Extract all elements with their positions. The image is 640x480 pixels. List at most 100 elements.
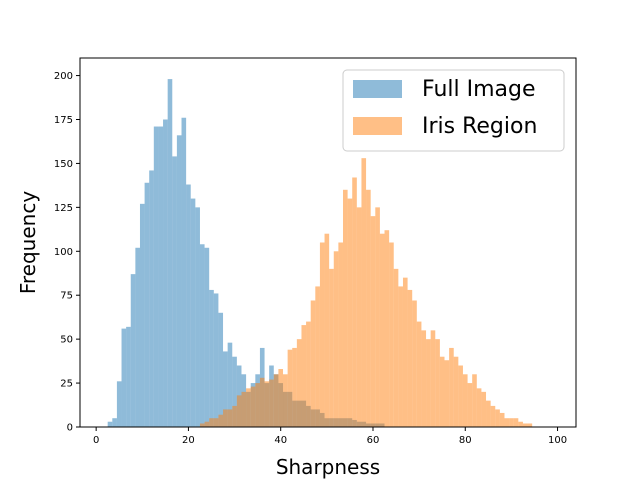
histogram-bar xyxy=(209,418,214,427)
histogram-bar xyxy=(209,289,214,427)
histogram-bar xyxy=(343,189,348,427)
series-iris-region xyxy=(199,158,533,427)
histogram-bar xyxy=(426,339,431,427)
histogram-bar xyxy=(213,293,219,427)
x-tick-label: 20 xyxy=(182,435,195,446)
x-tick-label: 40 xyxy=(274,435,287,446)
histogram-bar xyxy=(509,418,514,427)
histogram-bar xyxy=(232,405,237,427)
histogram-bar xyxy=(107,421,113,427)
histogram-bar xyxy=(472,374,477,427)
legend-swatch-full-image xyxy=(353,80,402,98)
histogram-bar xyxy=(421,330,427,427)
histogram-bar xyxy=(139,203,145,427)
histogram-bar xyxy=(199,244,205,427)
x-tick-label: 60 xyxy=(367,435,380,446)
histogram-bar xyxy=(199,423,205,427)
y-tick-label: 25 xyxy=(60,379,73,390)
y-tick-label: 75 xyxy=(60,291,73,302)
histogram-bar xyxy=(319,242,325,427)
histogram-bar xyxy=(144,182,150,427)
histogram-bar xyxy=(370,216,376,427)
histogram-bar xyxy=(458,365,463,427)
histogram-bar xyxy=(158,126,164,427)
histogram-bar xyxy=(223,351,228,427)
histogram-bar xyxy=(236,395,242,427)
histogram-bar xyxy=(467,383,473,427)
histogram-bar xyxy=(333,251,339,427)
histogram-bar xyxy=(112,418,117,427)
histogram-bar xyxy=(232,356,237,427)
histogram-bar xyxy=(476,388,482,427)
histogram-bar xyxy=(269,379,274,427)
y-axis-label: Frequency xyxy=(16,191,40,294)
histogram-bar xyxy=(518,421,523,427)
histogram-bar xyxy=(186,184,191,427)
histogram-bar xyxy=(310,300,316,427)
legend: Full Image Iris Region xyxy=(342,69,565,152)
x-tick-label: 80 xyxy=(459,435,472,446)
histogram-bar xyxy=(292,347,297,427)
histogram-bar xyxy=(366,189,371,427)
histogram-bar xyxy=(402,277,408,427)
histogram-bar xyxy=(130,274,136,427)
histogram-bar xyxy=(398,286,403,427)
legend-label-full-image: Full Image xyxy=(422,77,536,102)
histogram-bar xyxy=(389,242,394,427)
histogram-bar xyxy=(116,381,122,427)
histogram-bar xyxy=(255,383,260,427)
x-axis-ticks: 0 20 40 60 80 100 xyxy=(93,427,567,446)
histogram-bar xyxy=(204,421,210,427)
histogram-bar xyxy=(361,158,367,427)
histogram-bar xyxy=(213,418,219,427)
histogram-bar xyxy=(486,400,491,427)
histogram-bar xyxy=(393,268,399,427)
histogram-bar xyxy=(223,409,228,427)
histogram-bar xyxy=(181,117,187,428)
y-tick-label: 200 xyxy=(54,71,73,82)
histogram-bar xyxy=(218,414,224,427)
histogram-bar xyxy=(296,339,302,427)
histogram-bar xyxy=(347,198,353,427)
histogram-bar xyxy=(153,126,159,427)
histogram-bar xyxy=(324,233,330,427)
y-tick-label: 175 xyxy=(54,115,73,126)
y-tick-label: 50 xyxy=(60,335,73,346)
histogram-bar xyxy=(315,286,320,427)
histogram-bar xyxy=(407,289,413,427)
histogram-bar xyxy=(379,233,385,427)
legend-label-iris-region: Iris Region xyxy=(422,114,537,139)
histogram-bar xyxy=(439,356,445,427)
histogram-bar xyxy=(218,312,224,427)
histogram-bar xyxy=(453,356,459,427)
histogram-bar xyxy=(259,377,265,427)
histogram-bar xyxy=(149,170,154,427)
histogram-bar xyxy=(273,374,279,427)
histogram-bar xyxy=(278,369,284,427)
histogram-bar xyxy=(522,423,528,427)
y-tick-label: 125 xyxy=(54,203,73,214)
histogram-bar xyxy=(246,388,251,427)
histogram-bar xyxy=(167,79,173,427)
histogram-bar xyxy=(513,418,519,427)
y-axis-ticks: 0 25 50 75 100 125 150 175 200 xyxy=(54,71,80,434)
y-tick-label: 150 xyxy=(54,159,73,170)
histogram-bar xyxy=(126,326,131,427)
histogram-bar xyxy=(435,339,440,427)
histogram-bar xyxy=(264,381,270,427)
histogram-bar xyxy=(176,135,182,427)
histogram-bar xyxy=(499,412,505,427)
histogram-bar xyxy=(356,207,362,427)
histogram-bar xyxy=(306,321,311,427)
histogram-bar xyxy=(430,330,436,427)
histogram-bar xyxy=(384,230,390,427)
y-tick-label: 100 xyxy=(54,247,73,258)
histogram-bar xyxy=(190,198,196,427)
histogram-bar xyxy=(329,268,334,427)
histogram-bar xyxy=(495,409,500,427)
plot-frame xyxy=(79,57,577,428)
histogram-bar xyxy=(444,360,450,427)
histogram-bar xyxy=(490,405,496,427)
histogram-bar xyxy=(227,342,233,427)
